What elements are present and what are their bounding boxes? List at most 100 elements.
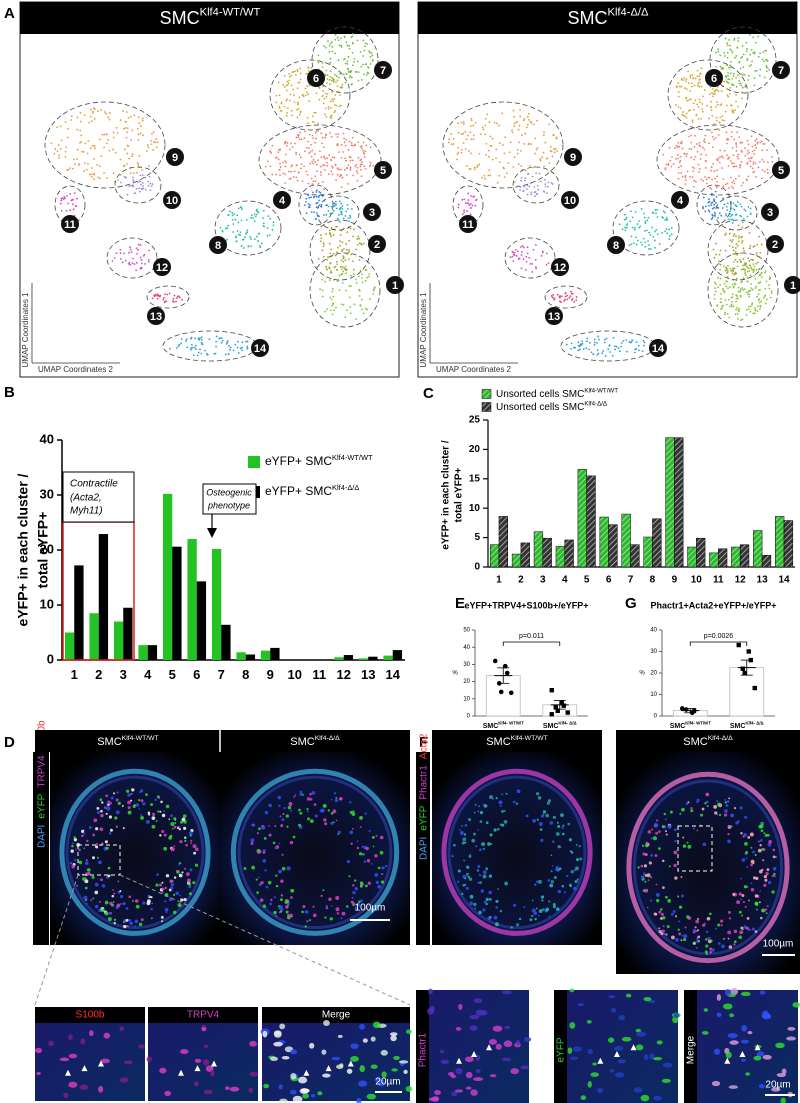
cell-dot bbox=[225, 227, 227, 229]
bar bbox=[674, 438, 683, 567]
cell-dot bbox=[225, 354, 227, 356]
cell bbox=[287, 905, 289, 907]
cell-dot bbox=[304, 87, 306, 89]
cell-dot bbox=[602, 350, 604, 352]
y-tick-label: 30 bbox=[40, 486, 54, 501]
cell-dot bbox=[91, 174, 93, 176]
cell bbox=[504, 1026, 510, 1029]
cell-dot bbox=[735, 313, 737, 315]
cell-dot bbox=[731, 304, 733, 306]
cell-dot bbox=[73, 159, 75, 161]
cell-dot bbox=[141, 169, 143, 171]
cell bbox=[739, 892, 742, 895]
cell bbox=[727, 840, 731, 844]
cell-dot bbox=[506, 172, 508, 174]
cell-dot bbox=[96, 164, 98, 166]
cell bbox=[719, 814, 721, 816]
cell-dot bbox=[335, 133, 337, 135]
cell-dot bbox=[60, 203, 62, 205]
cell-dot bbox=[112, 149, 114, 151]
legend-label: eYFP+ SMCKlf4-Δ/Δ bbox=[265, 483, 359, 498]
cell bbox=[475, 845, 477, 847]
cell bbox=[293, 836, 296, 839]
cell-dot bbox=[178, 345, 180, 347]
x-tick-label: 4 bbox=[562, 575, 568, 586]
cell-dot bbox=[731, 301, 733, 303]
cell-dot bbox=[583, 348, 585, 350]
cell bbox=[551, 870, 553, 872]
cell bbox=[727, 931, 731, 935]
cell-dot bbox=[326, 78, 328, 80]
cell-dot bbox=[736, 278, 738, 280]
cell-dot bbox=[678, 146, 680, 148]
cell bbox=[706, 931, 708, 933]
cell bbox=[501, 810, 504, 813]
cell bbox=[360, 826, 362, 828]
cell bbox=[622, 1037, 632, 1042]
cell-dot bbox=[316, 206, 318, 208]
cell bbox=[48, 1041, 54, 1046]
cell-dot bbox=[625, 229, 627, 231]
cell-dot bbox=[349, 76, 351, 78]
x-tick-label: 3 bbox=[540, 575, 546, 586]
cell bbox=[441, 1060, 449, 1064]
cell-dot bbox=[715, 291, 717, 293]
cell-dot bbox=[303, 165, 305, 167]
cell-dot bbox=[323, 188, 325, 190]
cell bbox=[182, 818, 186, 822]
cell-dot bbox=[458, 132, 460, 134]
cell-dot bbox=[240, 231, 242, 233]
cell-dot bbox=[752, 167, 754, 169]
cell-dot bbox=[58, 157, 60, 159]
cell bbox=[695, 920, 699, 924]
cell-dot bbox=[712, 136, 714, 138]
cell-dot bbox=[153, 141, 155, 143]
cell-dot bbox=[240, 207, 242, 209]
cell-dot bbox=[715, 191, 717, 193]
cell bbox=[440, 1050, 444, 1053]
cell bbox=[113, 893, 115, 895]
cell-dot bbox=[711, 166, 713, 168]
cell bbox=[727, 833, 729, 835]
cell bbox=[559, 867, 562, 870]
cell bbox=[112, 889, 114, 891]
cell-dot bbox=[624, 227, 626, 229]
cell-dot bbox=[671, 156, 673, 158]
cell bbox=[375, 835, 377, 837]
cell-dot bbox=[198, 352, 200, 354]
cell bbox=[643, 997, 651, 1001]
cell-dot bbox=[644, 241, 646, 243]
cell-dot bbox=[752, 271, 754, 273]
cell-dot bbox=[764, 272, 766, 274]
cell bbox=[183, 898, 186, 901]
cell-dot bbox=[464, 131, 466, 133]
legend-label-sup: Klf4-WT/WT bbox=[332, 453, 373, 462]
cell bbox=[681, 808, 685, 812]
inset-image bbox=[429, 990, 529, 1103]
cell-dot bbox=[65, 151, 67, 153]
cell bbox=[656, 899, 659, 902]
cell-dot bbox=[243, 247, 245, 249]
cell bbox=[130, 800, 132, 802]
cell-dot bbox=[344, 316, 346, 318]
cell-dot bbox=[724, 291, 726, 293]
cell-dot bbox=[470, 152, 472, 154]
cell bbox=[256, 879, 258, 881]
cell-dot bbox=[637, 240, 639, 242]
cell-dot bbox=[63, 198, 65, 200]
cell bbox=[174, 822, 176, 824]
cell-dot bbox=[744, 272, 746, 274]
cell-dot bbox=[90, 109, 92, 111]
cell-dot bbox=[324, 98, 326, 100]
cell-dot bbox=[138, 188, 140, 190]
cell-dot bbox=[526, 261, 528, 263]
cell-dot bbox=[352, 137, 354, 139]
cell-dot bbox=[765, 59, 767, 61]
cell-dot bbox=[285, 173, 287, 175]
cell-dot bbox=[762, 143, 764, 145]
cell-dot bbox=[655, 212, 657, 214]
cell bbox=[429, 1097, 439, 1101]
cell-dot bbox=[318, 258, 320, 260]
cell bbox=[78, 849, 81, 852]
cell bbox=[726, 1052, 732, 1059]
